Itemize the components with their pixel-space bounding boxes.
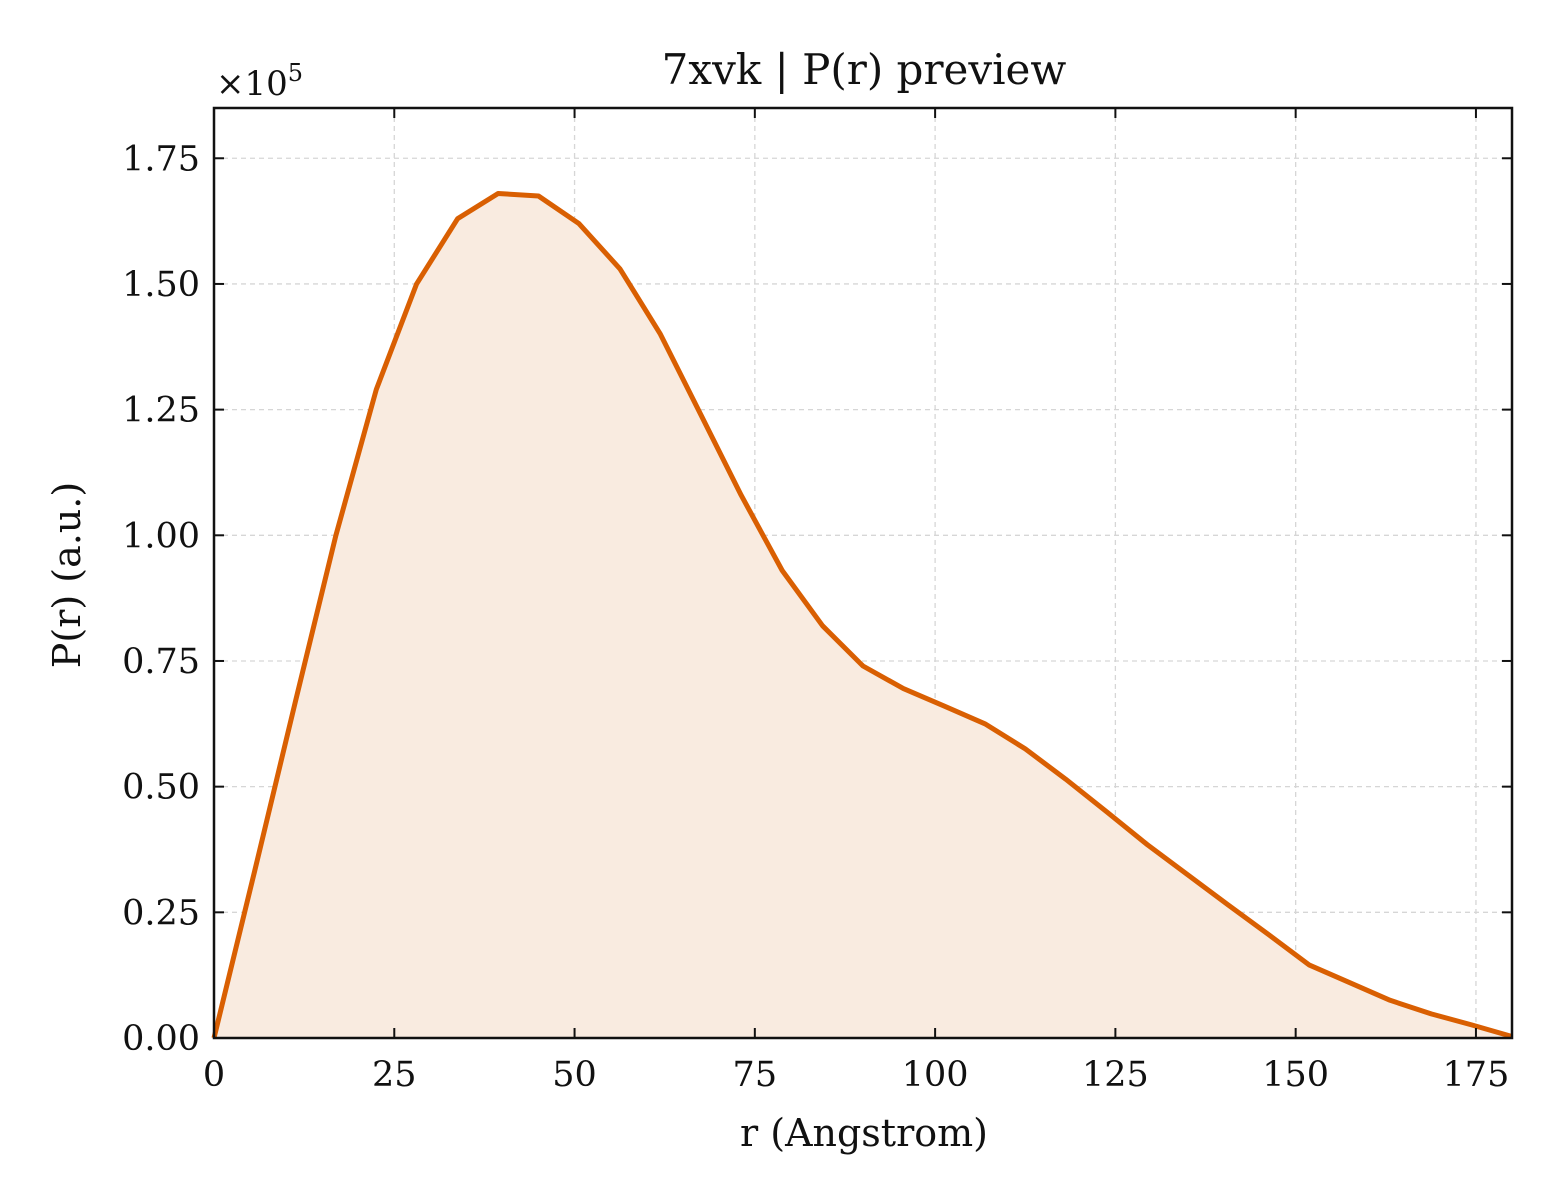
x-axis-label: r (Angstrom): [740, 1111, 988, 1155]
x-tick-label: 75: [733, 1055, 778, 1095]
y-axis-multiplier: ×105: [216, 59, 303, 104]
chart-title: 7xvk | P(r) preview: [662, 45, 1067, 94]
pr-area-fill: [214, 193, 1512, 1038]
x-tick-label: 25: [372, 1055, 417, 1095]
y-tick-label: 0.00: [122, 1019, 200, 1059]
x-tick-label: 150: [1262, 1055, 1329, 1095]
tick-marks: [213, 108, 1512, 1039]
x-tick-label: 100: [902, 1055, 969, 1095]
y-tick-label: 1.00: [122, 516, 200, 556]
y-tick-label: 0.25: [122, 893, 200, 933]
y-tick-label: 1.75: [122, 139, 200, 179]
y-tick-label: 1.25: [122, 391, 200, 431]
y-tick-labels: 0.00 0.25 0.50 0.75 1.00 1.25 1.50 1.75: [122, 139, 200, 1059]
x-tick-label: 175: [1443, 1055, 1510, 1095]
plot-frame: [212, 106, 1514, 1040]
y-tick-label: 0.50: [122, 768, 200, 808]
x-tick-label: 50: [552, 1055, 597, 1095]
y-tick-label: 1.50: [122, 265, 200, 305]
y-axis-label: P(r) (a.u.): [45, 482, 89, 668]
x-tick-label: 125: [1082, 1055, 1149, 1095]
x-tick-labels: 0 25 50 75 100 125 150 175: [203, 1055, 1509, 1095]
x-tick-label: 0: [203, 1055, 225, 1095]
y-tick-label: 0.75: [122, 642, 200, 682]
